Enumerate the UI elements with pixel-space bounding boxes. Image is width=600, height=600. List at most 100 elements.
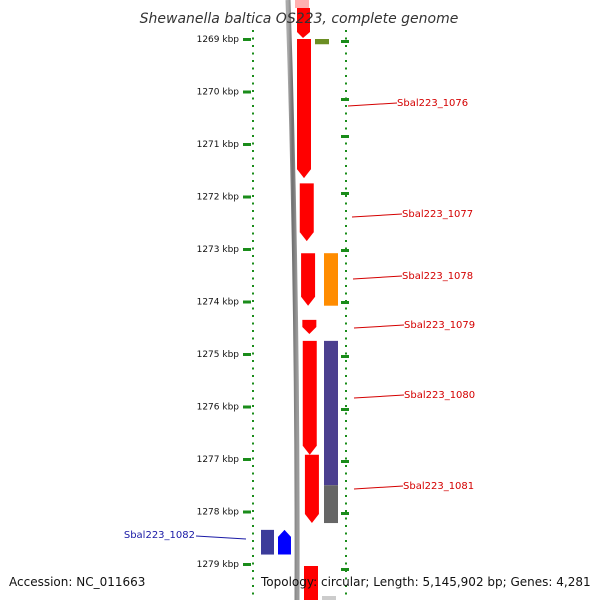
scale-dot	[345, 52, 347, 55]
gene-arrow	[297, 39, 311, 179]
scale-dot	[252, 292, 254, 295]
scale-dot	[252, 345, 254, 347]
scale-tick-label: 1278 kbp	[197, 508, 240, 518]
scale-tick-label: 1279 kbp	[197, 560, 240, 570]
scale-dot	[252, 165, 254, 167]
scale-dot	[345, 202, 347, 205]
annotation-block	[261, 529, 274, 555]
major-tick	[243, 510, 251, 514]
scale-dot	[252, 255, 254, 257]
scale-dot	[345, 397, 347, 400]
map-title: Shewanella baltica OS223, complete genom…	[140, 11, 459, 27]
scale-dot	[345, 480, 347, 482]
scale-dot	[252, 570, 254, 572]
scale-dot	[345, 150, 347, 152]
scale-dot	[252, 232, 254, 235]
scale-dot	[345, 247, 347, 250]
gene-arrow	[297, 8, 310, 38]
scale-dot	[345, 352, 347, 355]
scale-dot	[345, 495, 347, 497]
scale-tick-label: 1270 kbp	[197, 88, 240, 98]
scale-dot	[345, 412, 347, 415]
scale-dot	[345, 390, 347, 392]
scale-dot	[252, 360, 254, 362]
label-layer: Sbal223_1076 Sbal223_1077 Sbal223_1078 Sbal…	[124, 98, 475, 541]
scale-dot	[345, 187, 347, 190]
scale-dot	[252, 420, 254, 422]
scale-dot	[345, 517, 347, 520]
gene-arrow	[301, 253, 316, 306]
scale-dot	[345, 562, 347, 565]
scale-dot	[252, 495, 254, 497]
major-tick	[243, 38, 251, 41]
scale-tick-label: 1276 kbp	[197, 403, 240, 413]
scale-tick-label: 1277 kbp	[197, 455, 240, 465]
scale-dot	[252, 150, 254, 152]
major-tick	[243, 300, 251, 304]
scale-dot	[345, 292, 347, 295]
scale-dot	[345, 360, 347, 362]
scale-dot	[252, 300, 254, 302]
scale-dot	[345, 465, 347, 467]
major-tick	[243, 405, 251, 409]
left-scale	[243, 30, 254, 595]
scale-tick-label: 1272 kbp	[197, 193, 240, 203]
right-scale	[341, 30, 349, 595]
scale-dot	[252, 412, 254, 415]
scale-dot	[252, 555, 254, 557]
scale-dot	[345, 540, 347, 542]
scale-dot	[345, 240, 347, 242]
scale-dot	[345, 367, 347, 370]
scale-dot	[252, 225, 254, 227]
scale-dot	[252, 67, 254, 70]
scale-dot	[345, 577, 347, 580]
gene-fragment	[304, 566, 318, 600]
scale-dot	[345, 210, 347, 212]
scale-dot	[345, 142, 347, 145]
scale-dot	[252, 502, 254, 505]
scale-dot	[252, 405, 254, 407]
annotation-block	[324, 340, 338, 486]
scale-dot	[252, 375, 254, 377]
gene-arrow	[299, 183, 314, 242]
gene-arrow	[304, 454, 319, 524]
scale-dot	[252, 540, 254, 542]
major-tick	[243, 563, 251, 566]
scale-dot	[345, 60, 347, 62]
scale-dot	[252, 187, 254, 190]
right-tick	[341, 135, 349, 138]
scale-dot	[345, 420, 347, 422]
summary-text: Topology: circular; Length: 5,145,902 bp…	[260, 575, 591, 589]
scale-dot	[345, 457, 347, 460]
scale-dot	[252, 247, 254, 250]
scale-dot	[345, 217, 347, 220]
scale-dot	[345, 510, 347, 512]
right-tick	[341, 408, 349, 411]
scale-dot	[252, 60, 254, 62]
scale-dot	[345, 322, 347, 325]
scale-dot	[252, 450, 254, 452]
scale-dot	[345, 405, 347, 407]
gene-arrow	[278, 529, 291, 555]
scale-dot	[252, 457, 254, 460]
scale-dot	[252, 525, 254, 527]
scale-dot	[345, 337, 347, 340]
scale-dot	[252, 435, 254, 437]
scale-dot	[345, 180, 347, 182]
scale-dot	[345, 382, 347, 385]
scale-dot	[345, 427, 347, 430]
scale-tick-label: 1269 kbp	[197, 35, 240, 45]
gene-layer	[278, 8, 319, 555]
gene-label: Sbal223_1081	[403, 481, 474, 492]
major-tick	[243, 90, 251, 94]
scale-dot	[252, 127, 254, 130]
scale-dot	[252, 307, 254, 310]
right-tick	[341, 192, 349, 195]
scale-dot	[252, 315, 254, 317]
gene-leader-line	[353, 485, 404, 490]
scale-dot	[252, 210, 254, 212]
scale-dot	[345, 112, 347, 115]
scale-dot	[345, 450, 347, 452]
right-tick	[341, 301, 349, 304]
scale-dot	[345, 502, 347, 505]
